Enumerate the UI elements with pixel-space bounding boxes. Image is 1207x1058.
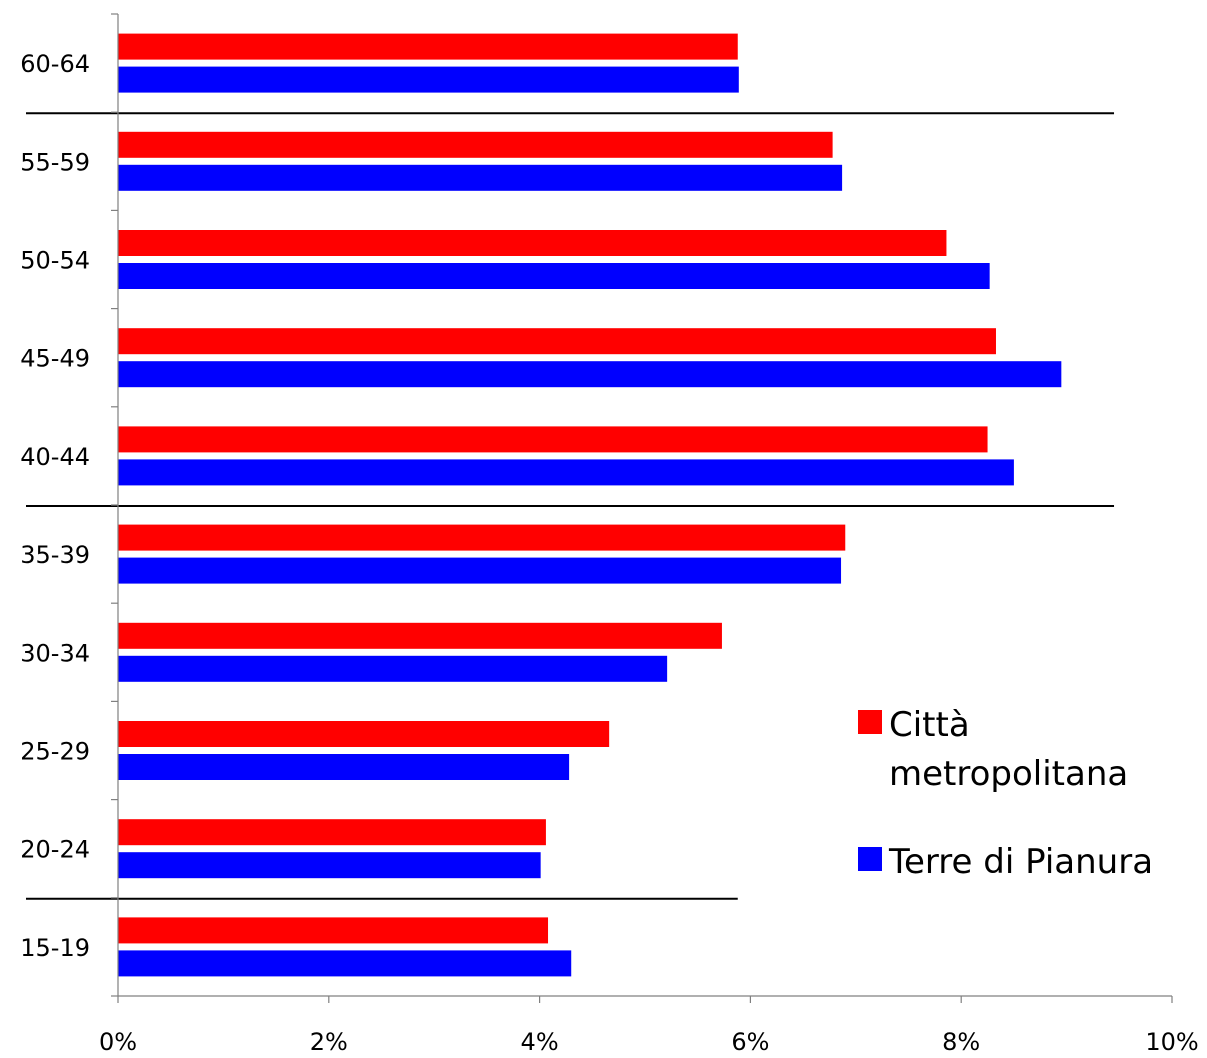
y-tick-label: 40-44 [20,443,90,471]
axes-group [111,13,1173,1003]
y-tick-label: 35-39 [20,541,90,569]
bar-45-49-terre-di-pianura [118,361,1062,388]
bars-group [118,33,1062,977]
bar-35-39-citta-metropolitana [118,524,846,551]
legend-label-1: Città metropolitana [889,705,1128,794]
bar-20-24-terre-di-pianura [118,852,541,879]
bar-55-59-citta-metropolitana [118,131,833,158]
x-tick-label: 6% [731,1028,769,1056]
x-tick-label: 0% [99,1028,137,1056]
y-tick-label: 60-64 [20,50,90,78]
bar-60-64-citta-metropolitana [118,33,738,60]
legend-swatch-2 [858,847,882,871]
y-tick-label: 45-49 [20,345,90,373]
bar-40-44-citta-metropolitana [118,426,988,453]
bar-30-34-citta-metropolitana [118,622,722,649]
bar-55-59-terre-di-pianura [118,164,843,191]
y-tick-label: 30-34 [20,639,90,667]
bar-50-54-citta-metropolitana [118,230,947,256]
legend-swatch-1 [858,710,882,734]
y-tick-label: 25-29 [20,738,90,766]
legend-label-line: metropolitana [889,754,1128,794]
bar-60-64-terre-di-pianura [118,66,739,93]
bar-15-19-terre-di-pianura [118,950,572,977]
legend-label-line: Città [889,705,970,745]
y-tick-label: 55-59 [20,148,90,176]
x-tick-label: 2% [310,1028,348,1056]
bar-30-34-terre-di-pianura [118,655,668,682]
x-tick-label: 4% [521,1028,559,1056]
tick-labels-group: 15-19 20-24 25-29 30-34 35-39 40-44 45-49 50-54… [20,50,1198,1056]
legend: Città metropolitana Terre di Pianura [858,705,1153,882]
x-tick-label: 10% [1145,1028,1198,1056]
bar-15-19-citta-metropolitana [118,917,549,944]
bar-20-24-citta-metropolitana [118,819,546,846]
y-tick-label: 50-54 [20,247,90,275]
legend-label-line: Terre di Pianura [888,842,1153,882]
y-tick-label: 15-19 [20,934,90,962]
x-tick-label: 8% [942,1028,980,1056]
bar-40-44-terre-di-pianura [118,459,1014,486]
bar-50-54-terre-di-pianura [118,263,990,289]
legend-label-2: Terre di Pianura [888,842,1153,882]
bar-25-29-terre-di-pianura [118,754,570,780]
y-tick-label: 20-24 [20,836,90,864]
bar-35-39-terre-di-pianura [118,557,842,584]
bar-45-49-citta-metropolitana [118,328,996,355]
bar-25-29-citta-metropolitana [118,721,610,747]
separators-group [26,112,1115,900]
